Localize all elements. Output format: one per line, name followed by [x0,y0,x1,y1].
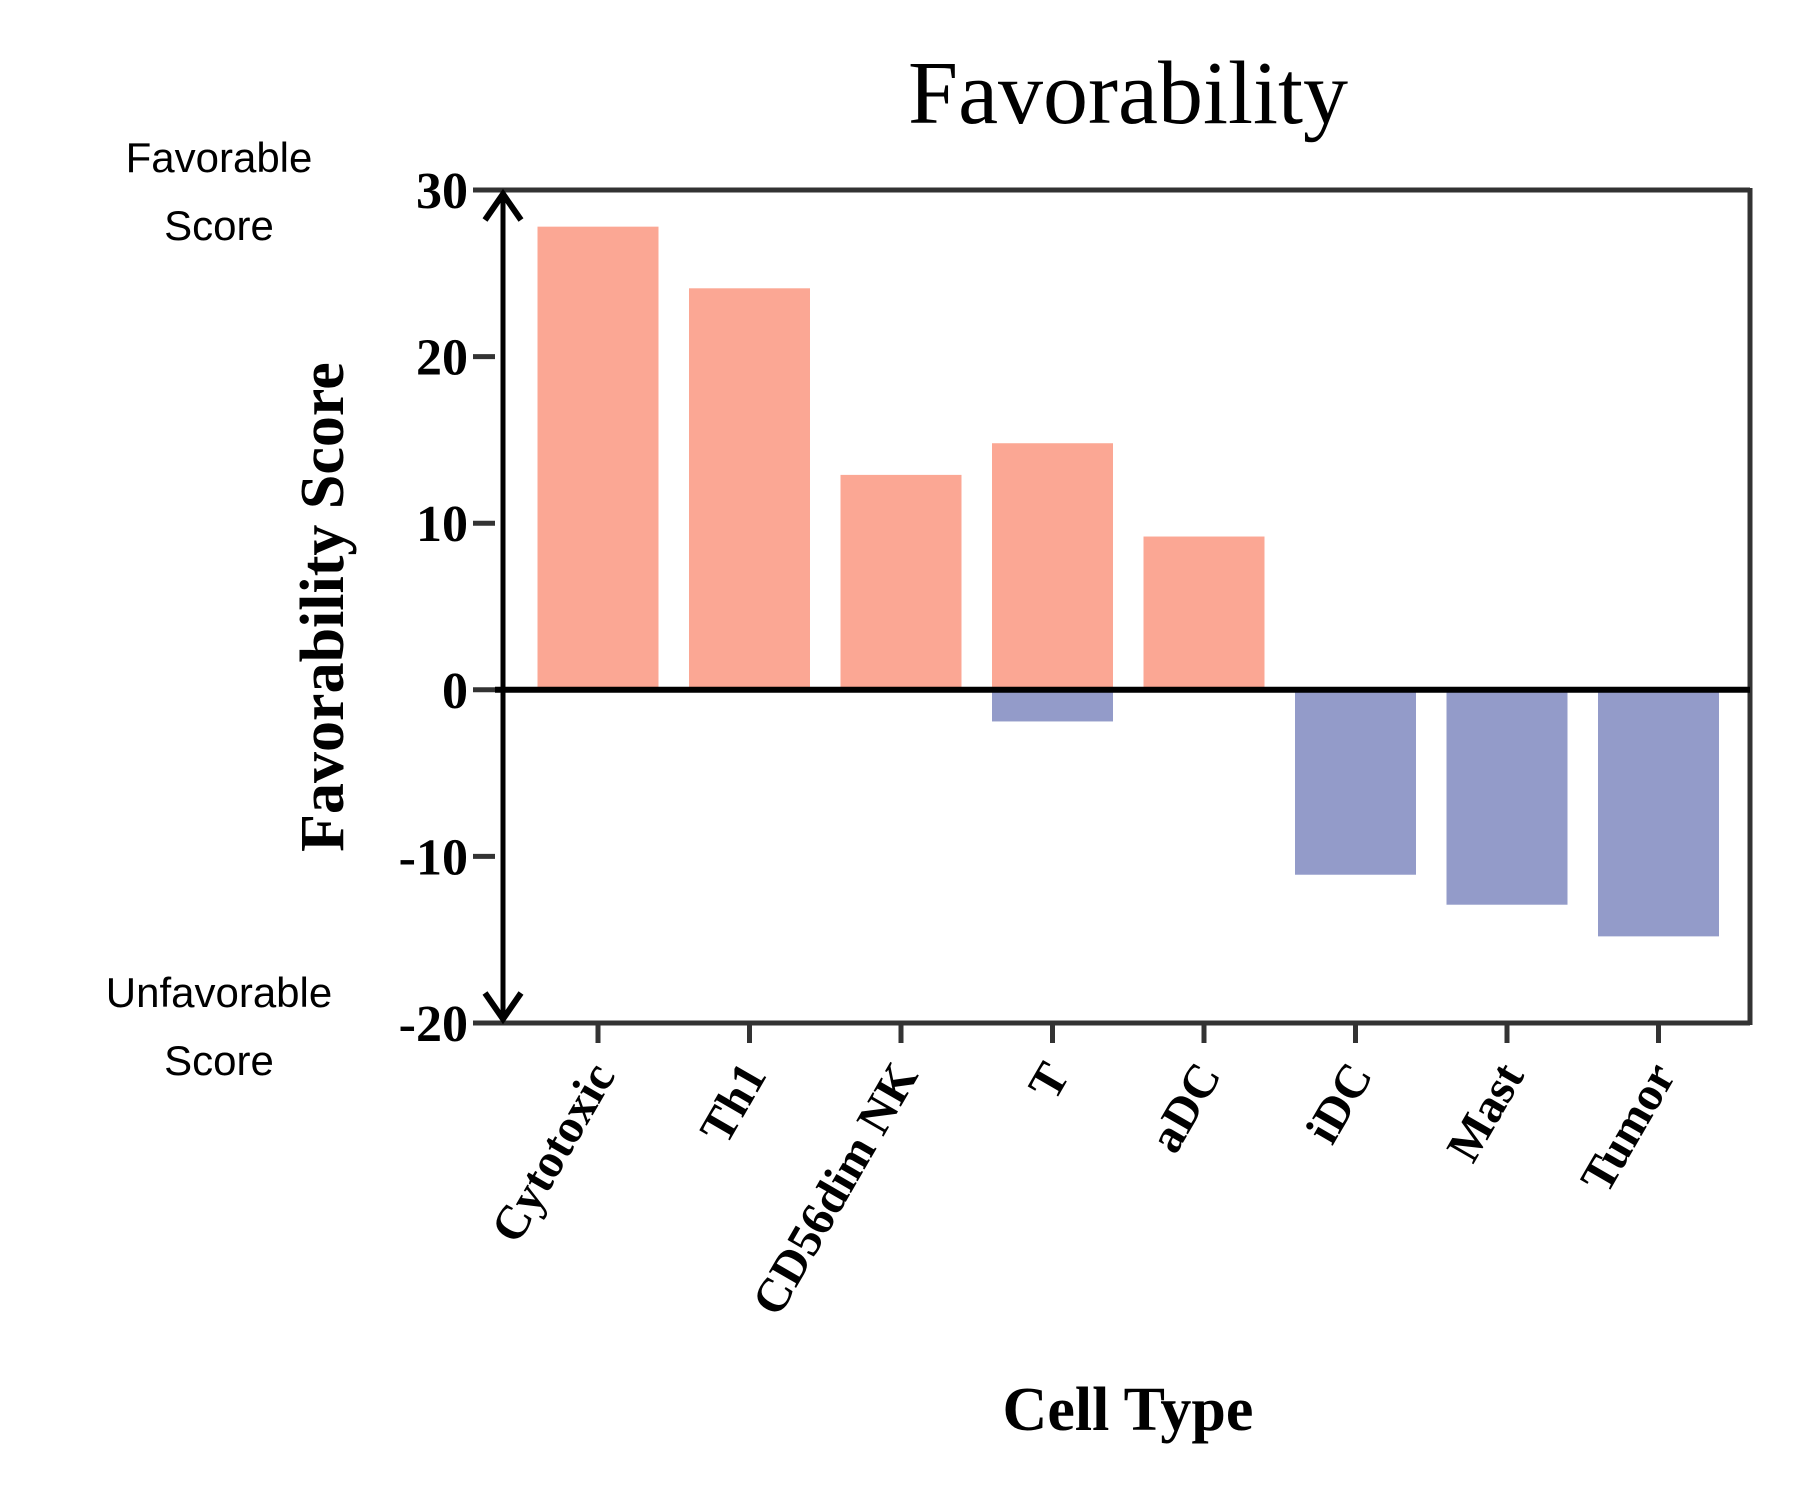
x-tick-label: iDC [1296,1054,1383,1152]
bar-negative-t [992,689,1113,722]
y-tick-label: 20 [416,330,468,387]
unfavorable-label-line1: Unfavorable [106,969,332,1016]
bars-group [537,226,1719,937]
x-tick-label: Th1 [690,1054,777,1152]
bar-positive-adc [1143,536,1265,690]
y-tick-label: -20 [399,996,468,1053]
arrow-head-up [482,188,524,222]
arrow-head-down [482,991,524,1025]
y-axis-label: Favorability Score [289,362,357,852]
bar-positive-cytotoxic [537,226,659,690]
favorable-label-line1: Favorable [126,134,313,181]
bar-negative-mast [1446,689,1568,905]
unfavorable-label-line2: Score [164,1037,274,1084]
y-tick-label: 30 [416,163,468,220]
y-tick-label: 10 [416,496,468,553]
bar-positive-cd56dim-nk [840,474,962,690]
x-tick-label: aDC [1139,1054,1232,1161]
x-tick-label: Cytotoxic [481,1054,626,1251]
x-tick-label: Tumor [1570,1054,1686,1201]
plot-frame [495,187,1753,1026]
favorable-label-line2: Score [164,202,274,249]
bar-negative-tumor [1598,689,1719,937]
x-axis-label: Cell Type [1003,1376,1254,1444]
x-tick-label: Mast [1437,1054,1535,1171]
y-ticks-group: 30 20 10 0 -10 -20 [399,163,495,1053]
x-tick-label: T [1018,1054,1080,1108]
bar-positive-t [992,443,1113,690]
bar-negative-idc [1295,689,1416,875]
bar-positive-th1 [689,288,810,690]
double-arrow-axis [482,188,524,1025]
chart-title: Favorability [908,44,1348,143]
y-tick-label: -10 [399,829,468,886]
x-tick-label: CD56dim NK [742,1054,929,1324]
y-tick-label: 0 [442,663,468,720]
